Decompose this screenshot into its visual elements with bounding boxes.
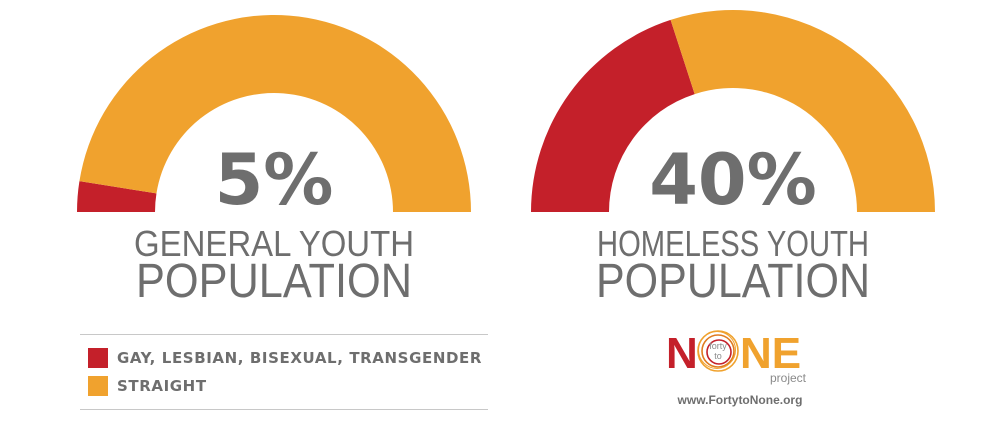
logo-to-text: to [714,351,722,361]
logo-forty-text: forty [709,341,727,351]
legend-swatch-lgbt [88,348,108,368]
gauge-title-line2: POPULATION [596,255,870,308]
logo-url-link: www.FortytoNone.org [677,393,803,407]
logo-circle-icon [697,330,739,372]
gauge-homeless-youth-svg: 40% HOMELESS YOUTH POPULATION [531,10,935,308]
legend-item-lgbt: GAY, LESBIAN, BISEXUAL, TRANSGENDER [88,347,482,369]
gauge-slice-lgbt [77,181,157,212]
gauge-percent-value: 40% [649,139,817,221]
gauge-slice-lgbt [531,19,695,213]
gauge-title-line1: GENERAL YOUTH [134,223,414,264]
logo-letters-ne: NE [740,329,801,378]
legend-label: GAY, LESBIAN, BISEXUAL, TRANSGENDER [117,349,483,367]
legend-label: STRAIGHT [117,377,207,395]
gauge-title-line2: POPULATION [136,255,412,308]
gauge-slice-straight [79,14,471,212]
legend-swatch-straight [88,376,108,396]
legend-item-straight: STRAIGHT [88,375,207,397]
gauge-general-youth: 5% GENERAL YOUTH POPULATION [76,0,472,310]
gauge-homeless-youth: 40% HOMELESS YOUTH POPULATION [530,0,936,310]
gauge-general-youth-svg: 5% GENERAL YOUTH POPULATION [77,14,471,308]
forty-to-none-logo: N forty to NE project www.FortytoNone.or… [600,318,880,418]
gauge-percent-value: 5% [215,139,334,221]
gauge-title-line1: HOMELESS YOUTH [597,223,869,264]
chart-legend: GAY, LESBIAN, BISEXUAL, TRANSGENDER STRA… [80,334,488,410]
logo-letter-n: N [666,329,698,378]
logo-project-text: project [770,371,807,385]
gauge-slice-straight [670,10,935,212]
logo-svg: N forty to NE project www.FortytoNone.or… [666,329,807,407]
